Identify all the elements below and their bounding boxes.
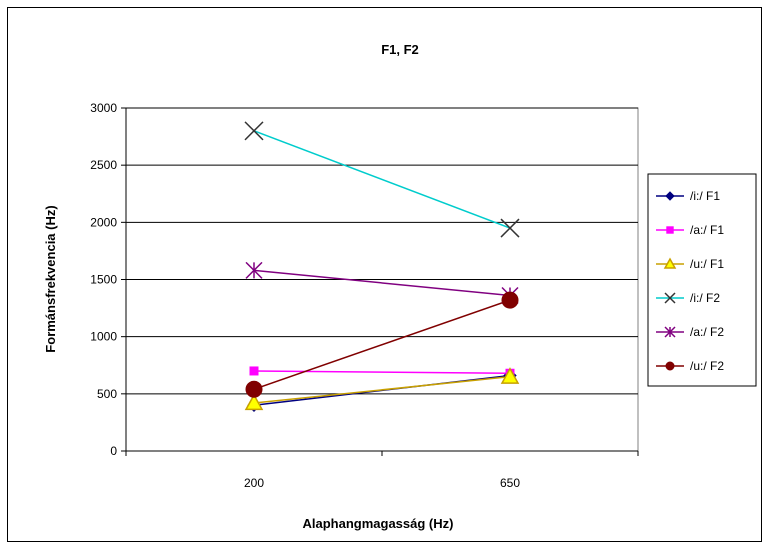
series-lines <box>253 130 511 407</box>
line-chart: F1, F2 0 500 1000 1500 2000 2500 3000 200 650 Al… <box>43 42 757 531</box>
y-tick-label: 1000 <box>90 330 117 344</box>
chart-frame: F1, F2 0 500 1000 1500 2000 2500 3000 200 650 Al… <box>7 7 762 542</box>
series-line <box>253 299 511 390</box>
data-point <box>245 261 263 279</box>
y-tick-label: 0 <box>110 444 117 458</box>
series-line <box>253 130 511 229</box>
data-point <box>245 380 263 398</box>
y-tick-label: 1500 <box>90 273 117 287</box>
legend-box <box>647 173 757 387</box>
x-axis-label: Alaphangmagasság (Hz) <box>303 516 454 531</box>
legend-marker <box>664 326 676 338</box>
data-point <box>500 367 520 384</box>
y-axis-label: Formánsfrekvencia (Hz) <box>43 205 58 352</box>
x-tick-label: 650 <box>500 476 520 490</box>
data-point <box>501 291 519 309</box>
data-point <box>244 121 264 141</box>
legend-marker <box>663 257 677 269</box>
series-line <box>253 370 511 375</box>
y-tick-label: 3000 <box>90 101 117 115</box>
data-point <box>244 393 264 411</box>
gridlines <box>126 107 638 395</box>
legend-marker <box>664 292 676 304</box>
legend-marker <box>665 191 675 201</box>
legend-label: /a:/ F1 <box>690 223 724 237</box>
x-tick-label: 200 <box>244 476 264 490</box>
series-line <box>253 269 511 297</box>
y-tick-label: 2000 <box>90 215 117 229</box>
legend-label: /i:/ F2 <box>690 291 720 305</box>
legend-label: /u:/ F1 <box>690 257 724 271</box>
legend: /i:/ F1/a:/ F1/u:/ F1/i:/ F2/a:/ F2/u:/ … <box>647 173 757 387</box>
axes: 0 500 1000 1500 2000 2500 3000 200 650 <box>90 101 639 490</box>
data-point <box>249 366 259 376</box>
y-tick-label: 2500 <box>90 158 117 172</box>
data-point <box>500 218 520 238</box>
legend-label: /a:/ F2 <box>690 325 724 339</box>
legend-label: /u:/ F2 <box>690 359 724 373</box>
y-tick-label: 500 <box>97 387 117 401</box>
legend-marker <box>666 226 674 234</box>
series-line <box>253 375 511 404</box>
series-markers <box>244 121 520 412</box>
legend-label: /i:/ F1 <box>690 189 720 203</box>
chart-title: F1, F2 <box>381 42 419 57</box>
legend-marker <box>665 361 675 371</box>
